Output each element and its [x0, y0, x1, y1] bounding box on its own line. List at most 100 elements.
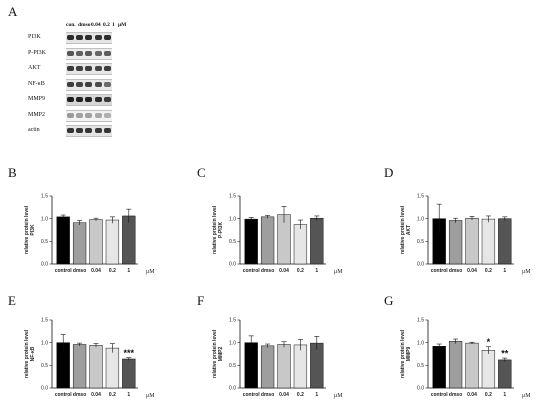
blot-band: [103, 112, 111, 118]
panel-letter-g: G: [384, 293, 394, 308]
x-category-label: 0.04: [91, 268, 101, 274]
blot-band: [67, 66, 74, 71]
blot-strip: [66, 94, 112, 106]
x-category-label: 0.04: [279, 268, 289, 274]
x-category-label: 1: [127, 268, 130, 274]
significance-marker: **: [501, 349, 509, 359]
y-tick-label: 0.0: [229, 386, 236, 392]
x-category-label: control: [55, 392, 73, 398]
bar: [481, 218, 496, 265]
x-category-label: 0.2: [109, 268, 116, 274]
y-tick-label: 0.5: [229, 363, 236, 369]
bar: [498, 359, 512, 389]
panel-letter-b: B: [8, 165, 17, 180]
x-category-label: 0.2: [109, 392, 116, 398]
chart-b-pi3k: relative protein level PI3K 0.0 0.5 1.0 1.5 co…: [10, 186, 160, 282]
blot-row-label: actin: [28, 127, 40, 133]
x-category-label: control: [431, 392, 449, 398]
y-axis-title: relative protein level: [24, 205, 30, 254]
blot-strip: [66, 125, 112, 137]
bar: [465, 217, 479, 265]
blot-band: [67, 35, 74, 40]
bar: [293, 344, 308, 389]
blot-band: [67, 97, 74, 102]
blot-row-label: NF-κB: [28, 80, 45, 87]
y-tick-label: 0.5: [41, 363, 48, 369]
y-tick-label: 1.0: [229, 340, 236, 346]
y-axis-title: relative protein level: [212, 205, 218, 254]
x-category-label: control: [243, 392, 261, 398]
x-category-label: dmso: [261, 268, 274, 274]
blot-row-label: PI3K: [28, 34, 41, 40]
x-unit-label: μM: [334, 393, 343, 399]
y-axis-protein-label: MMP2: [218, 347, 224, 362]
y-axis-title: relative protein level: [400, 329, 406, 378]
blot-header-1: 1: [112, 22, 115, 28]
blot-band: [94, 50, 102, 56]
chart-c-svg: relative protein level P-PI3K 0.0 0.5 1.0 1.5…: [212, 194, 343, 275]
y-tick-label: 1.5: [229, 318, 236, 324]
bar: [89, 219, 103, 265]
chart-d-akt: relative protein level AKT 0.0 0.5 1.0 1.5 con…: [386, 186, 536, 282]
x-category-label: 0.04: [279, 392, 289, 398]
bar: [277, 344, 291, 389]
y-tick-label: 1.5: [229, 194, 236, 200]
blot-band: [94, 66, 102, 71]
blot-band: [67, 81, 74, 87]
panel-letter-d: D: [384, 165, 394, 180]
chart-b-svg: relative protein level PI3K 0.0 0.5 1.0 1.5 co…: [24, 194, 155, 275]
blot-band: [76, 35, 84, 40]
y-tick-label: 0.0: [417, 262, 424, 268]
y-tick-label: 1.5: [41, 318, 48, 324]
y-tick-label: 1.5: [417, 318, 424, 324]
x-category-label: dmso: [449, 392, 462, 398]
bar: [293, 224, 308, 265]
y-tick-label: 0.0: [417, 386, 424, 392]
blot-row-label: MMP2: [28, 111, 46, 118]
blot-band: [103, 97, 111, 102]
bar: [89, 345, 103, 389]
blot-band: [103, 81, 111, 87]
chart-f-svg: relative protein level MMP2 0.0 0.5 1.0 1.5 co…: [212, 318, 343, 399]
x-category-label: 0.04: [91, 392, 101, 398]
blot-band: [76, 128, 84, 133]
panel-letter-f: F: [197, 293, 205, 308]
blot-header-0-2: 0.2: [103, 22, 110, 28]
bar: [260, 345, 275, 389]
x-category-label: 1: [127, 392, 130, 398]
blot-band: [67, 112, 74, 118]
bar: [56, 216, 70, 265]
x-category-label: dmso: [73, 392, 86, 398]
x-category-label: dmso: [73, 268, 86, 274]
bar: [465, 342, 479, 389]
blot-band: [94, 128, 102, 133]
blot-band: [85, 97, 93, 102]
y-tick-label: 1.0: [41, 216, 48, 222]
bar: [244, 218, 258, 265]
bar: [498, 218, 512, 265]
bar: [122, 215, 136, 265]
significance-marker: ***: [124, 348, 135, 358]
chart-e-nfkb: relative protein level NF-κB 0.0 0.5 1.0 1.5 c…: [10, 310, 160, 406]
blot-band: [103, 66, 111, 71]
x-category-label: dmso: [261, 392, 274, 398]
chart-g-svg: relative protein level MMP9 0.0 0.5 1.0 1.5 co…: [400, 318, 531, 399]
y-axis-protein-label: P-PI3K: [218, 222, 224, 239]
blot-strip: [66, 32, 112, 44]
y-tick-label: 1.0: [41, 340, 48, 346]
blot-header-dmso: dmso: [78, 22, 91, 28]
y-axis-title: relative protein level: [212, 329, 218, 378]
y-tick-label: 0.5: [229, 239, 236, 245]
x-category-label: 0.2: [297, 392, 304, 398]
blot-header-unit: μM: [118, 22, 127, 28]
y-tick-label: 1.5: [41, 194, 48, 200]
blot-band: [85, 50, 93, 56]
x-category-label: control: [431, 268, 449, 274]
significance-marker: *: [487, 337, 491, 347]
x-category-label: 1: [503, 268, 506, 274]
bar: [105, 347, 120, 389]
chart-c-p-pi3k: relative protein level P-PI3K 0.0 0.5 1.0 1.5…: [198, 186, 348, 282]
y-axis-protein-label: MMP9: [406, 347, 412, 362]
chart-d-svg: relative protein level AKT 0.0 0.5 1.0 1.5 con…: [400, 194, 531, 275]
x-unit-label: μM: [334, 269, 343, 275]
